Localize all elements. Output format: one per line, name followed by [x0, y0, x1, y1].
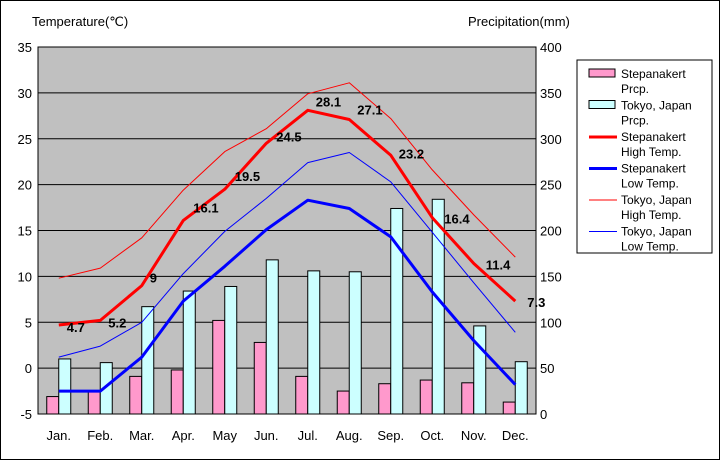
left-tick-label: 10 — [18, 269, 32, 284]
legend-label-line2: High Temp. — [621, 145, 681, 159]
precip-bar — [224, 285, 238, 415]
precip-bar — [502, 401, 516, 415]
legend-label-line2: High Temp. — [621, 208, 681, 222]
legend-label-line1: Tokyo, Japan — [621, 225, 692, 239]
data-labels: 4.7 5.2 9 16.1 19.5 24.5 28.1 27.1 23.2 16.4 11.4 7… — [67, 94, 546, 335]
precip-bar — [87, 391, 101, 415]
temperature-lines — [58, 82, 517, 393]
data-label: 7.3 — [527, 295, 545, 310]
right-tick-label: 400 — [540, 40, 562, 55]
left-tick-label: 25 — [18, 132, 32, 147]
right-tick-label: 0 — [540, 407, 547, 422]
x-tick-label: Nov. — [461, 428, 487, 443]
legend-swatch — [588, 100, 616, 109]
temperature-line — [58, 82, 516, 279]
legend-label-line2: Prcp. — [621, 82, 649, 96]
precip-bar — [129, 375, 143, 415]
left-tick-label: -5 — [20, 407, 32, 422]
precip-bar — [253, 341, 267, 415]
data-label: 27.1 — [357, 102, 382, 117]
legend-label-line1: Tokyo, Japan — [621, 193, 692, 207]
left-tick-label: 20 — [18, 178, 32, 193]
legend-box — [576, 59, 713, 254]
x-tick-label: Jan. — [46, 428, 71, 443]
temperature-line — [58, 108, 517, 327]
precip-bar — [336, 390, 350, 415]
precip-bar — [141, 306, 155, 415]
left-tick-label: 15 — [18, 224, 32, 239]
x-tick-label: Sep. — [377, 428, 404, 443]
left-tick-label: 5 — [25, 315, 32, 330]
right-tick-label: 350 — [540, 86, 562, 101]
left-axis-title: Temperature(℃) — [32, 14, 128, 29]
legend-label-line2: Prcp. — [621, 114, 649, 128]
precip-bar — [431, 198, 445, 415]
right-axis-title: Precipitation(mm) — [468, 14, 570, 29]
legend-swatch — [588, 68, 616, 78]
right-tick-label: 300 — [540, 132, 562, 147]
x-tick-label: Feb. — [87, 428, 113, 443]
x-tick-label: Dec. — [502, 428, 529, 443]
data-label: 16.1 — [193, 200, 218, 215]
precip-bar — [182, 290, 196, 415]
left-tick-label: 35 — [18, 40, 32, 55]
precip-bar — [58, 358, 72, 415]
right-tick-label: 50 — [540, 361, 554, 376]
legend-label-line2: Low Temp. — [621, 240, 679, 254]
right-tick-label: 100 — [540, 315, 562, 330]
x-tick-label: Jul. — [298, 428, 318, 443]
data-label: 24.5 — [276, 129, 301, 144]
legend-label-line2: Low Temp. — [621, 177, 679, 191]
precip-bar — [265, 259, 279, 415]
precip-bar — [295, 375, 309, 415]
precip-bar — [307, 270, 321, 415]
x-axis-ticks: Jan. Feb. Mar. Apr. May Jun. Jul. Aug. Sep. Oct. N… — [46, 428, 528, 443]
legend-label-line1: Tokyo, Japan — [621, 99, 692, 113]
x-tick-label: Jun. — [254, 428, 279, 443]
right-tick-label: 250 — [540, 178, 562, 193]
right-tick-label: 150 — [540, 269, 562, 284]
data-label: 19.5 — [235, 169, 260, 184]
data-label: 28.1 — [316, 94, 341, 109]
precip-bar — [46, 396, 60, 415]
left-axis-ticks: -5 0 5 10 15 20 25 30 35 — [18, 40, 32, 422]
x-tick-label: May — [212, 428, 237, 443]
data-label: 11.4 — [486, 258, 511, 273]
temperature-line — [58, 152, 516, 358]
right-tick-label: 200 — [540, 224, 562, 239]
precip-bar — [390, 207, 404, 415]
temperature-line — [58, 198, 517, 393]
data-label: 5.2 — [108, 315, 126, 330]
precip-bar — [170, 369, 184, 415]
left-tick-label: 0 — [25, 361, 32, 376]
legend-label-line1: Stepanakert — [621, 130, 686, 144]
precip-bar — [514, 361, 528, 415]
right-axis-ticks: 0 50 100 150 200 250 300 350 400 — [540, 40, 562, 422]
precip-bar — [419, 379, 433, 415]
data-label: 4.7 — [67, 320, 85, 335]
x-tick-label: Oct. — [420, 428, 444, 443]
data-label: 23.2 — [399, 146, 424, 161]
precipitation-bars — [46, 198, 528, 415]
gridlines — [38, 92, 536, 369]
precip-bar — [378, 383, 392, 415]
x-tick-label: Mar. — [129, 428, 154, 443]
precip-bar — [473, 325, 487, 415]
precip-bar — [212, 319, 226, 415]
legend-label-line1: Stepanakert — [621, 67, 686, 81]
legend-label-line1: Stepanakert — [621, 162, 686, 176]
precip-bar — [99, 362, 113, 415]
left-tick-label: 30 — [18, 86, 32, 101]
precip-bar — [461, 382, 475, 415]
x-tick-label: Aug. — [336, 428, 363, 443]
precip-bar — [348, 271, 362, 415]
x-tick-label: Apr. — [172, 428, 195, 443]
data-label: 16.4 — [444, 212, 470, 227]
data-label: 9 — [150, 271, 157, 286]
